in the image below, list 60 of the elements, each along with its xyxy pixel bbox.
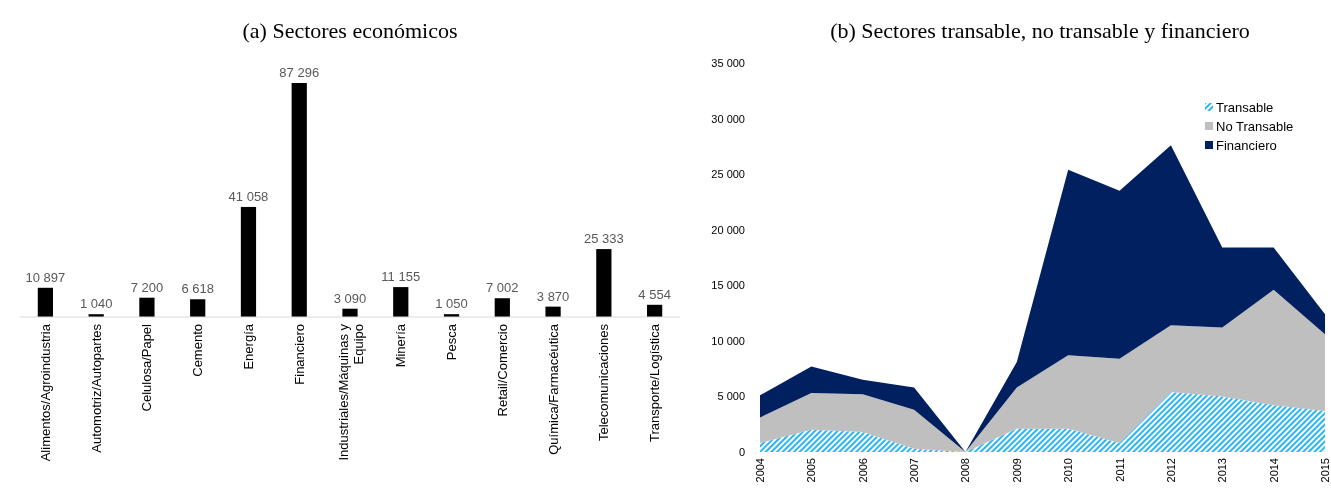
bar [494,298,510,317]
bar [139,297,155,317]
x-tick-label: 2014 [1267,458,1280,483]
x-tick-label: 2007 [908,458,921,483]
data-label: 41 058 [228,188,269,204]
y-tick-label: 25 000 [711,168,745,181]
x-tick-label: 2015 [1319,458,1331,483]
y-tick-label: 5 000 [717,390,745,403]
x-tick-label: Automotriz/Autopartes [88,323,104,453]
data-label: 3 090 [333,290,367,306]
chart-title: (b) Sectores transable, no transable y financiero [830,18,1250,43]
y-tick-label: 20 000 [711,223,745,236]
data-label: 6 618 [181,281,214,297]
data-label: 87 296 [279,65,320,80]
data-label: 4 554 [638,286,671,302]
bar [596,249,612,317]
bar [393,287,409,317]
x-tick-label: 2005 [805,458,818,483]
y-tick-label: 0 [738,446,745,458]
bar [190,299,206,317]
x-tick-label: Transporte/Logística [647,323,663,443]
x-tick-label: Celulosa/Papel [139,323,155,412]
bar [240,206,257,317]
x-tick-label: 2006 [856,458,869,483]
data-label: 7 200 [130,279,164,295]
x-tick-label: Retail/Comercio [494,324,510,417]
y-tick-label: 30 000 [711,112,745,125]
data-label: 7 002 [486,280,519,296]
x-tick-label: Industriales/Máquinas y Equipo [336,323,366,461]
y-tick-label: 15 000 [711,279,745,292]
x-tick-label: Pesca [444,323,460,361]
data-label: 10 897 [25,269,66,285]
data-label: 1 040 [79,296,113,312]
y-tick-label: 35 000 [711,57,745,69]
legend-label: No Transable [1216,119,1294,134]
x-tick-label: Química/Farmacéutica [545,323,561,455]
legend-label: Financiero [1216,138,1277,153]
bar [37,287,53,317]
bar [291,83,307,317]
x-tick-label: 2004 [754,458,766,483]
data-label: 3 870 [536,288,570,304]
x-tick-label: 2010 [1062,458,1075,483]
x-tick-label: 2012 [1164,458,1177,483]
bar [545,306,561,317]
data-label: 11 155 [381,269,421,285]
x-tick-label: Cemento [190,324,206,377]
x-tick-label: Alimentos/Agroindustria [37,323,53,462]
chart-title: (a) Sectores económicos [242,18,458,43]
x-tick-label: 2008 [959,458,972,483]
data-label: 1 050 [435,296,468,312]
x-tick-label: Telecomunicaciones [596,323,612,442]
data-label: 25 333 [583,231,624,247]
x-tick-label: 2011 [1113,458,1126,482]
legend-label: Transable [1216,100,1274,115]
x-tick-label: 2013 [1216,458,1229,483]
x-tick-label: Energía [240,323,256,370]
x-tick-label: Minería [393,323,409,368]
x-tick-label: Financiero [291,324,307,385]
x-tick-label: 2009 [1010,458,1023,483]
y-tick-label: 10 000 [711,334,745,347]
